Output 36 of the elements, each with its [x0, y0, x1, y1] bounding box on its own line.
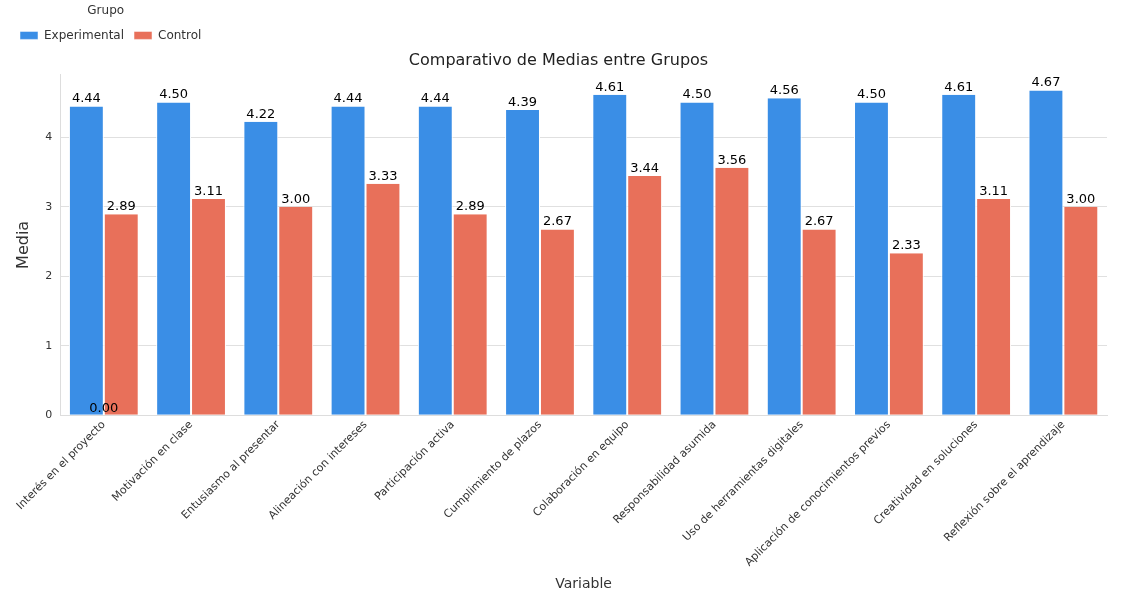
- data-label: 4.44: [333, 90, 363, 106]
- data-label: 2.67: [542, 213, 572, 229]
- data-label: 4.50: [856, 86, 886, 102]
- data-label: 3.00: [1066, 190, 1096, 206]
- data-label: 2.89: [455, 198, 485, 214]
- data-label: 4.61: [944, 78, 974, 94]
- data-label: 4.44: [71, 90, 101, 106]
- data-label: 4.44: [420, 90, 450, 106]
- y-tick-label: 0: [45, 408, 53, 422]
- y-tick-label: 2: [45, 269, 53, 283]
- data-label: 4.50: [159, 86, 189, 102]
- data-label: 4.56: [769, 82, 799, 98]
- data-label: 3.11: [979, 182, 1009, 198]
- data-label: 4.39: [508, 93, 538, 109]
- data-label: 3.33: [368, 167, 398, 183]
- data-label: 3.44: [630, 159, 660, 175]
- data-label: 4.67: [1031, 74, 1061, 90]
- data-label: 2.89: [106, 198, 136, 214]
- chart-title: Comparativo de Medias entre Grupos: [408, 50, 709, 70]
- legend-label: Control: [158, 27, 202, 42]
- data-label: 2.33: [891, 237, 921, 253]
- data-label: 4.61: [595, 78, 625, 94]
- y-tick-label: 1: [45, 338, 53, 352]
- data-label: 3.00: [281, 190, 311, 206]
- legend-title: Grupo: [87, 3, 125, 18]
- data-label: 3.56: [717, 151, 747, 167]
- annotation: 0.00: [89, 400, 119, 416]
- data-label: 4.50: [682, 86, 712, 102]
- data-label: 2.67: [804, 213, 834, 229]
- legend-label: Experimental: [44, 27, 125, 42]
- y-tick-label: 3: [45, 199, 53, 213]
- data-label: 3.11: [194, 182, 223, 198]
- y-axis-title: Media: [12, 220, 32, 269]
- x-axis-title: Variable: [555, 575, 612, 592]
- data-label: 4.22: [246, 105, 276, 121]
- y-tick-label: 4: [45, 130, 53, 144]
